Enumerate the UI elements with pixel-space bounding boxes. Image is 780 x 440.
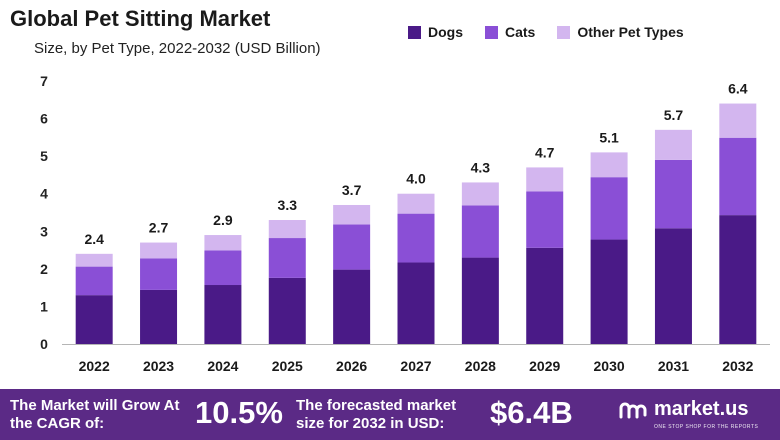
cagr-value: 10.5% <box>195 395 283 430</box>
bar-segment-dogs-2031 <box>654 228 692 344</box>
bar-segment-other-2029 <box>526 167 564 192</box>
legend-swatch-dogs <box>408 25 421 39</box>
bar-segment-cats-2024 <box>204 250 242 286</box>
brand-tagline: ONE STOP SHOP FOR THE REPORTS <box>654 424 759 430</box>
bar-segment-dogs-2029 <box>526 247 564 344</box>
y-tick-label: 6 <box>40 111 48 127</box>
x-tick-label-2022: 2022 <box>79 358 110 374</box>
market-us-logo-icon <box>619 402 647 418</box>
bar-segment-cats-2032 <box>719 137 757 216</box>
bar-segment-cats-2029 <box>526 191 564 248</box>
bar-segment-dogs-2022 <box>75 295 113 344</box>
bar-segment-other-2026 <box>333 204 371 225</box>
total-label-2031: 5.7 <box>664 107 684 123</box>
legend-label-cats: Cats <box>505 24 536 40</box>
bar-segment-cats-2022 <box>75 266 113 296</box>
x-tick-label-2029: 2029 <box>529 358 560 374</box>
legend-item-other: Other Pet Types <box>557 24 684 40</box>
bar-segment-other-2032 <box>719 103 757 138</box>
bar-segment-other-2031 <box>654 129 692 160</box>
total-label-2022: 2.4 <box>84 231 104 247</box>
x-tick-label-2026: 2026 <box>336 358 367 374</box>
chart-title: Global Pet Sitting Market <box>10 6 271 31</box>
forecast-value: $6.4B <box>490 395 573 430</box>
bar-segment-other-2030 <box>590 152 628 178</box>
bar-segment-dogs-2024 <box>204 285 242 344</box>
chart-subtitle: Size, by Pet Type, 2022-2032 (USD Billio… <box>34 40 321 57</box>
total-label-2028: 4.3 <box>471 159 491 175</box>
total-label-2027: 4.0 <box>406 171 426 187</box>
brand-logo[interactable]: market.us ONE STOP SHOP FOR THE REPORTS <box>618 398 758 430</box>
bar-segment-cats-2023 <box>140 258 178 290</box>
bar-segment-dogs-2027 <box>397 262 435 344</box>
y-tick-label: 3 <box>40 223 48 239</box>
total-label-2026: 3.7 <box>342 182 362 198</box>
bar-segment-dogs-2026 <box>333 269 371 344</box>
total-label-2032: 6.4 <box>728 81 748 97</box>
bar-segment-cats-2028 <box>461 205 499 258</box>
bar-segment-cats-2027 <box>397 213 435 263</box>
bar-segment-dogs-2030 <box>590 239 628 344</box>
total-label-2029: 4.7 <box>535 144 555 160</box>
bar-segment-cats-2031 <box>654 159 692 229</box>
legend-swatch-cats <box>485 25 498 39</box>
bar-segment-cats-2030 <box>590 177 628 240</box>
y-tick-label: 4 <box>40 186 48 202</box>
bar-segment-other-2024 <box>204 235 242 251</box>
total-label-2024: 2.9 <box>213 212 233 228</box>
x-tick-label-2024: 2024 <box>207 358 238 374</box>
bar-segment-dogs-2025 <box>268 277 306 344</box>
bar-segment-other-2028 <box>461 182 499 206</box>
legend-label-other: Other Pet Types <box>577 24 684 40</box>
y-tick-label: 2 <box>40 261 48 277</box>
bar-segment-other-2025 <box>268 220 306 239</box>
bar-segment-other-2022 <box>75 253 113 267</box>
bar-segment-other-2023 <box>140 242 178 259</box>
brand-name: market.us <box>654 398 749 420</box>
x-tick-label-2023: 2023 <box>143 358 174 374</box>
legend-item-cats: Cats <box>485 24 535 40</box>
bar-segment-dogs-2032 <box>719 215 757 344</box>
bar-segment-cats-2025 <box>268 238 306 278</box>
bar-segment-other-2027 <box>397 193 435 214</box>
x-tick-label-2031: 2031 <box>658 358 689 374</box>
cagr-caption: The Market will Grow At the CAGR of: <box>10 397 180 432</box>
legend-item-dogs: Dogs <box>408 24 463 40</box>
chart-legend: Dogs Cats Other Pet Types <box>408 24 684 40</box>
bar-segment-cats-2026 <box>333 224 371 270</box>
x-tick-label-2032: 2032 <box>722 358 753 374</box>
total-label-2023: 2.7 <box>149 220 169 236</box>
bar-segment-dogs-2028 <box>461 257 499 344</box>
legend-label-dogs: Dogs <box>428 24 463 40</box>
bar-segment-dogs-2023 <box>140 289 178 344</box>
total-label-2030: 5.1 <box>599 129 619 145</box>
y-tick-label: 0 <box>40 336 48 352</box>
footer-banner: The Market will Grow At the CAGR of: 10.… <box>0 389 780 440</box>
forecast-caption: The forecasted market size for 2032 in U… <box>296 397 457 432</box>
x-tick-label-2025: 2025 <box>272 358 303 374</box>
y-tick-label: 7 <box>40 73 48 89</box>
y-tick-label: 1 <box>40 298 48 314</box>
x-tick-label-2028: 2028 <box>465 358 496 374</box>
stacked-bar-chart: 0 1 2 3 4 5 6 7 2.4 2022 2.7 2023 2.9 2024 3.3 2025 3.7 2… <box>40 73 770 374</box>
x-tick-label-2030: 2030 <box>594 358 625 374</box>
total-label-2025: 3.3 <box>278 197 298 213</box>
y-tick-label: 5 <box>40 148 48 164</box>
x-tick-label-2027: 2027 <box>400 358 431 374</box>
legend-swatch-other <box>557 25 571 39</box>
